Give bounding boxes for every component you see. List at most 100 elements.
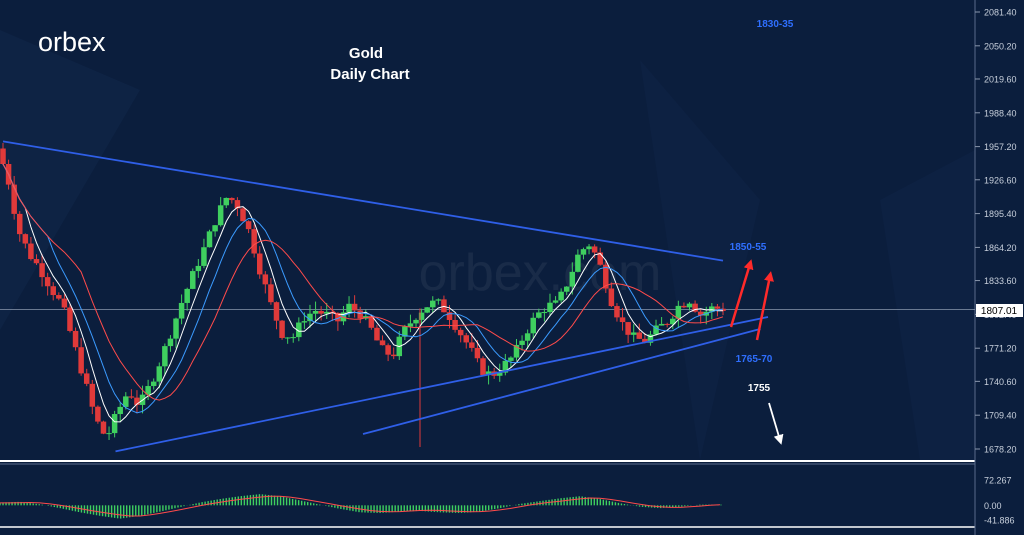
candle-body [44,277,51,287]
candle-body [675,305,682,319]
candle-body [173,318,179,339]
candle-body [413,319,419,324]
candle-body [234,200,241,209]
candle-body [446,312,453,320]
candle-body [167,338,174,347]
candle-body [262,274,269,285]
candle-body [418,312,425,320]
candle-body [83,373,90,384]
bg-decor-left [0,30,140,330]
label-1850-55: 1850-55 [730,242,767,253]
candle-body [72,330,79,348]
candle-body [201,247,207,266]
candle-body [106,433,112,435]
candle-body [379,340,386,346]
trendline-lower-support-1 [115,316,769,453]
candle-body [156,366,163,382]
macd-signal-line [0,495,721,517]
candle-body [134,397,140,405]
candle-body [150,381,157,387]
candle-body [251,229,257,254]
candle-body [480,358,486,376]
current-price-tag-box [976,304,1023,317]
candle-body [502,360,509,373]
candle-body [686,303,693,308]
candle-body [318,310,324,314]
bg-decor-mid [640,60,760,460]
candle-body [463,335,470,343]
candle-body [547,302,553,313]
candle-body [67,307,73,331]
current-price-tag: 1807.01 [981,306,1018,317]
trendline-upper-resistance [2,140,724,262]
candle-body [117,406,123,415]
candle-body [28,243,34,260]
candle-body [385,345,391,355]
y-tick-label: 1895.40 [984,209,1017,219]
chart-title-line1: Gold [349,45,383,62]
indicator-tick-label: 72.267 [984,476,1012,486]
candle-body [307,313,313,322]
y-tick-label: 1988.40 [984,108,1017,118]
candle-body [664,323,670,325]
candle-body [692,303,698,312]
candle-body [245,221,252,230]
candle-body [519,340,525,345]
candle-body [591,246,598,253]
candle-body [430,300,436,308]
candle-body [100,421,107,434]
candle-body [697,311,704,316]
candle-body [323,311,330,314]
y-tick-label: 2019.60 [984,74,1017,84]
y-tick-label: 1709.40 [984,411,1017,421]
candle-body [541,312,548,314]
candle-body [625,322,631,335]
candle-body [435,299,442,301]
candle-body [217,205,224,226]
label-1755: 1755 [748,383,771,394]
candle-body [457,329,464,336]
candle-body [441,299,447,313]
candle-body [524,333,531,341]
candle-body [720,308,726,311]
candle-body [256,253,263,275]
candle-body [681,305,687,308]
candle-body [597,252,603,265]
candle-body [469,342,475,348]
candle-body [61,298,68,308]
candle-body [485,371,492,376]
candle-body [33,259,40,264]
candle-body [296,322,302,338]
candle-body [508,357,514,361]
candle-body [642,338,648,343]
candle-body [284,337,291,339]
bg-decor-right [880,150,975,460]
candle-body [407,323,414,327]
candle-body [240,208,246,222]
y-tick-label: 1864.20 [984,243,1017,253]
candle-body [647,334,654,343]
candle-body [335,312,341,322]
candle-body [580,249,587,255]
candle-body [184,288,190,303]
candle-body [402,326,408,337]
candle-body [56,295,62,299]
candle-body [536,312,542,318]
candle-body [658,323,665,326]
label-1765-70: 1765-70 [736,354,773,365]
candle-body [223,197,230,206]
pane-separators [0,0,976,535]
candle-body [11,184,17,214]
trendlines-layer [2,140,769,453]
watermark: orbex.com [419,244,662,302]
candle-body [229,197,235,201]
arrow-up-1 [729,259,754,328]
candle-body [22,234,29,244]
candle-body [78,347,84,374]
candle-body [190,271,196,289]
candle-body [709,306,715,312]
candle-body [206,231,213,248]
